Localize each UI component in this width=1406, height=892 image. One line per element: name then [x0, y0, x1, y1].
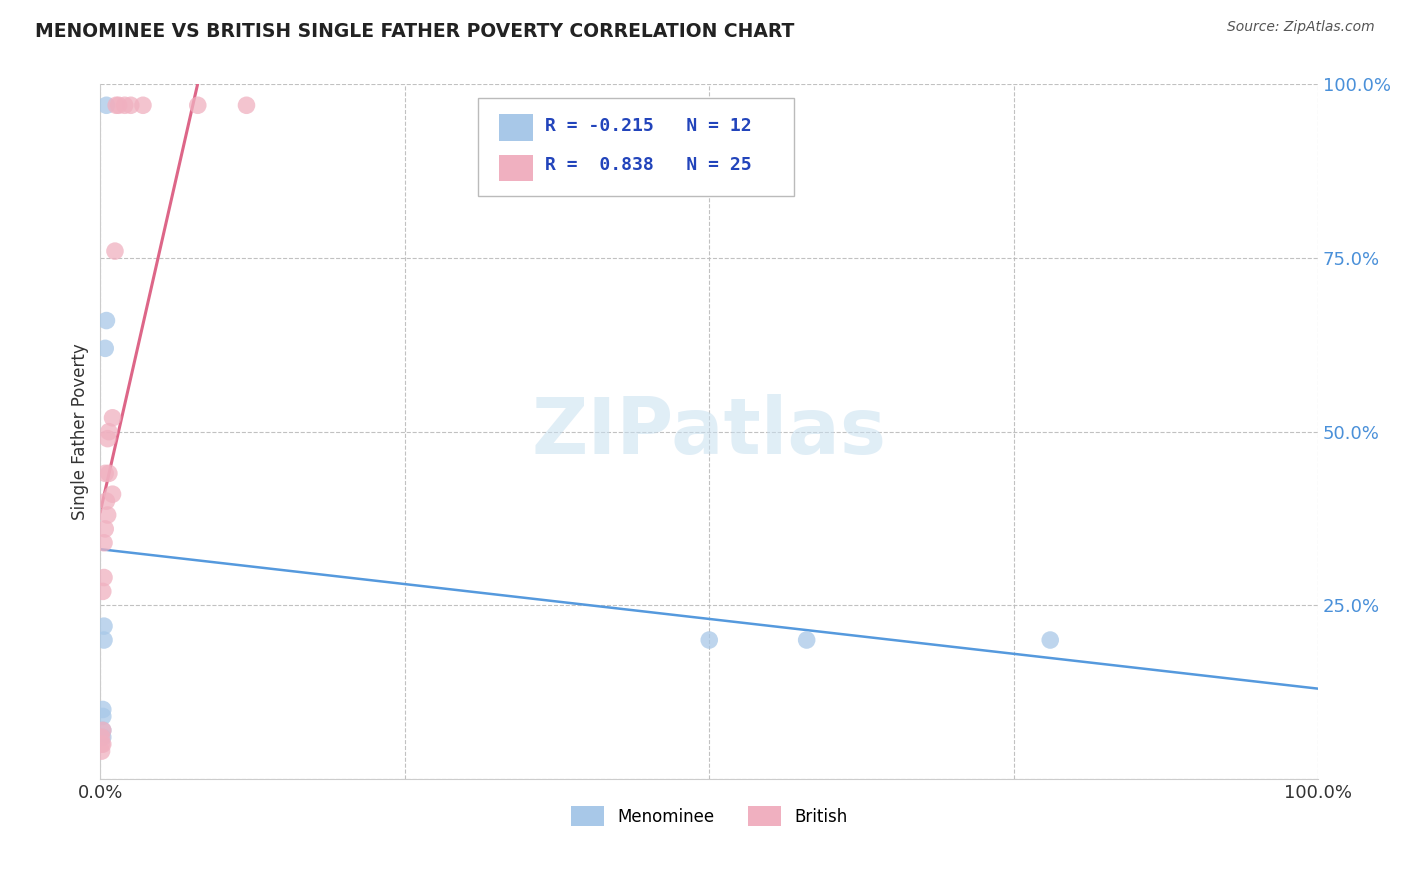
- Point: [94, 522, 117, 536]
- Point: [235, 98, 257, 112]
- Point: [107, 98, 129, 112]
- Point: [94, 342, 117, 356]
- Point: [132, 98, 155, 112]
- Point: [91, 737, 114, 751]
- Point: [697, 633, 720, 648]
- Point: [96, 494, 118, 508]
- Point: [105, 98, 128, 112]
- Point: [91, 702, 114, 716]
- Point: [93, 570, 115, 584]
- Point: [91, 584, 114, 599]
- Point: [90, 731, 112, 745]
- Point: [97, 508, 120, 522]
- Legend: Menominee, British: Menominee, British: [564, 799, 855, 833]
- Point: [120, 98, 142, 112]
- Point: [93, 633, 115, 648]
- Bar: [499, 114, 533, 141]
- Point: [91, 723, 114, 738]
- Point: [114, 98, 136, 112]
- Point: [97, 432, 120, 446]
- Point: [90, 744, 112, 758]
- Point: [101, 410, 124, 425]
- FancyBboxPatch shape: [478, 98, 794, 195]
- Point: [96, 98, 118, 112]
- Text: Source: ZipAtlas.com: Source: ZipAtlas.com: [1227, 20, 1375, 34]
- Point: [187, 98, 209, 112]
- Point: [93, 536, 115, 550]
- Point: [91, 731, 114, 745]
- Bar: [499, 154, 533, 181]
- Point: [1039, 633, 1062, 648]
- Point: [90, 737, 112, 751]
- Point: [101, 487, 124, 501]
- Text: ZIPatlas: ZIPatlas: [531, 393, 887, 470]
- Point: [104, 244, 127, 259]
- Point: [91, 723, 114, 738]
- Point: [97, 425, 120, 439]
- Point: [93, 619, 115, 633]
- Point: [91, 709, 114, 723]
- Point: [97, 467, 120, 481]
- Point: [96, 313, 118, 327]
- Text: R =  0.838   N = 25: R = 0.838 N = 25: [546, 156, 751, 174]
- Y-axis label: Single Father Poverty: Single Father Poverty: [72, 343, 89, 520]
- Point: [94, 467, 117, 481]
- Point: [796, 633, 818, 648]
- Text: R = -0.215   N = 12: R = -0.215 N = 12: [546, 117, 751, 135]
- Text: MENOMINEE VS BRITISH SINGLE FATHER POVERTY CORRELATION CHART: MENOMINEE VS BRITISH SINGLE FATHER POVER…: [35, 22, 794, 41]
